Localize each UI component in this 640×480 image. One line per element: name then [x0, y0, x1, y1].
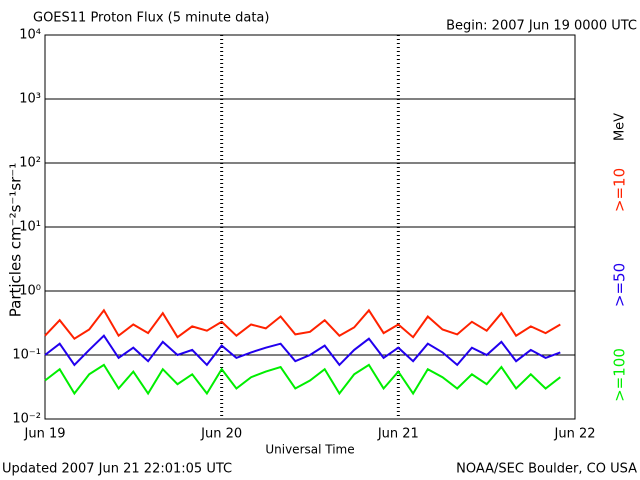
x-tick-label: Jun 19: [24, 427, 66, 442]
x-tick-label: Jun 20: [200, 427, 242, 442]
legend-entry: >=100: [611, 348, 629, 402]
series-line: [44, 334, 561, 367]
footer-left: Updated 2007 Jun 21 22:01:05 UTC: [2, 462, 232, 477]
y-tick-label: 10⁻²: [12, 412, 41, 427]
y-tick-label: 10⁰: [19, 284, 41, 299]
y-tick-label: 10¹: [19, 220, 41, 235]
y-tick-label: 10⁻¹: [12, 348, 41, 363]
x-axis-label: Universal Time: [265, 443, 354, 457]
legend-unit: MeV: [613, 113, 628, 141]
y-tick-label: 10³: [19, 92, 41, 107]
series-line: [44, 363, 561, 396]
x-tick-label: Jun 21: [377, 427, 419, 442]
chart-subtitle: Begin: 2007 Jun 19 0000 UTC: [446, 19, 637, 34]
y-tick-label: 10⁴: [19, 28, 41, 43]
x-tick-label: Jun 22: [554, 427, 596, 442]
legend-entry: >=50: [611, 263, 629, 307]
y-axis-label: Particles cm⁻²s⁻¹sr⁻¹: [7, 163, 25, 317]
series-line: [44, 308, 561, 341]
legend-entry: >=10: [611, 168, 629, 212]
footer-right: NOAA/SEC Boulder, CO USA: [456, 462, 637, 477]
chart-title: GOES11 Proton Flux (5 minute data): [33, 11, 269, 26]
y-tick-label: 10²: [19, 156, 41, 171]
